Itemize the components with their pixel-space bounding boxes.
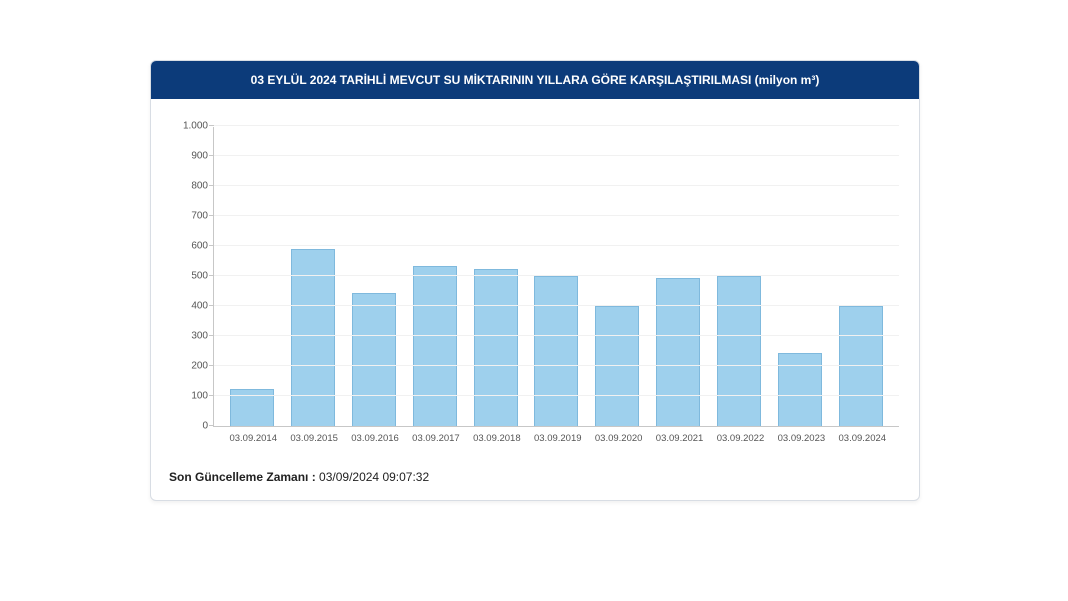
xtick-label: 03.09.2024 [839, 433, 883, 444]
gridline [214, 215, 899, 216]
xtick-label: 03.09.2020 [595, 433, 639, 444]
ytick-mark [209, 365, 214, 366]
gridline [214, 245, 899, 246]
xtick-label: 03.09.2015 [290, 433, 334, 444]
ytick-label: 700 [172, 211, 208, 222]
ytick-mark [209, 275, 214, 276]
bar [656, 278, 700, 427]
gridline [214, 335, 899, 336]
bar [717, 276, 761, 426]
gridline [214, 125, 899, 126]
chart-title: 03 EYLÜL 2024 TARİHLİ MEVCUT SU MİKTARIN… [151, 61, 919, 99]
ytick-mark [209, 125, 214, 126]
gridline [214, 275, 899, 276]
bar [352, 293, 396, 427]
ytick-mark [209, 245, 214, 246]
gridline [214, 305, 899, 306]
gridline [214, 155, 899, 156]
ytick-label: 600 [172, 241, 208, 252]
ytick-label: 1.000 [172, 121, 208, 132]
bar [839, 306, 883, 426]
bar [413, 266, 457, 427]
xtick-label: 03.09.2023 [778, 433, 822, 444]
chart-area: 01002003004005006007008009001.000 03.09.… [151, 99, 919, 458]
ytick-label: 200 [172, 361, 208, 372]
chart-plot: 01002003004005006007008009001.000 [213, 127, 899, 427]
last-update-label: Son Güncelleme Zamanı : [169, 470, 319, 484]
ytick-label: 0 [172, 421, 208, 432]
ytick-mark [209, 335, 214, 336]
bar [474, 269, 518, 427]
x-axis-labels: 03.09.2014 03.09.2015 03.09.2016 03.09.2017… [213, 427, 899, 444]
ytick-mark [209, 305, 214, 306]
bars-container [214, 127, 899, 426]
ytick-label: 500 [172, 271, 208, 282]
ytick-mark [209, 215, 214, 216]
xtick-label: 03.09.2018 [473, 433, 517, 444]
ytick-label: 300 [172, 331, 208, 342]
xtick-label: 03.09.2021 [656, 433, 700, 444]
gridline [214, 365, 899, 366]
last-update-footer: Son Güncelleme Zamanı : 03/09/2024 09:07… [151, 458, 919, 500]
ytick-label: 400 [172, 301, 208, 312]
chart-card: 03 EYLÜL 2024 TARİHLİ MEVCUT SU MİKTARIN… [150, 60, 920, 501]
xtick-label: 03.09.2017 [412, 433, 456, 444]
ytick-mark [209, 395, 214, 396]
ytick-label: 800 [172, 181, 208, 192]
ytick-label: 100 [172, 391, 208, 402]
ytick-mark [209, 185, 214, 186]
gridline [214, 185, 899, 186]
last-update-value: 03/09/2024 09:07:32 [319, 470, 429, 484]
ytick-label: 900 [172, 151, 208, 162]
ytick-mark [209, 155, 214, 156]
xtick-label: 03.09.2016 [351, 433, 395, 444]
xtick-label: 03.09.2019 [534, 433, 578, 444]
gridline [214, 395, 899, 396]
xtick-label: 03.09.2022 [717, 433, 761, 444]
bar [595, 306, 639, 426]
ytick-mark [209, 425, 214, 426]
xtick-label: 03.09.2014 [229, 433, 273, 444]
bar [778, 353, 822, 427]
bar [534, 276, 578, 426]
